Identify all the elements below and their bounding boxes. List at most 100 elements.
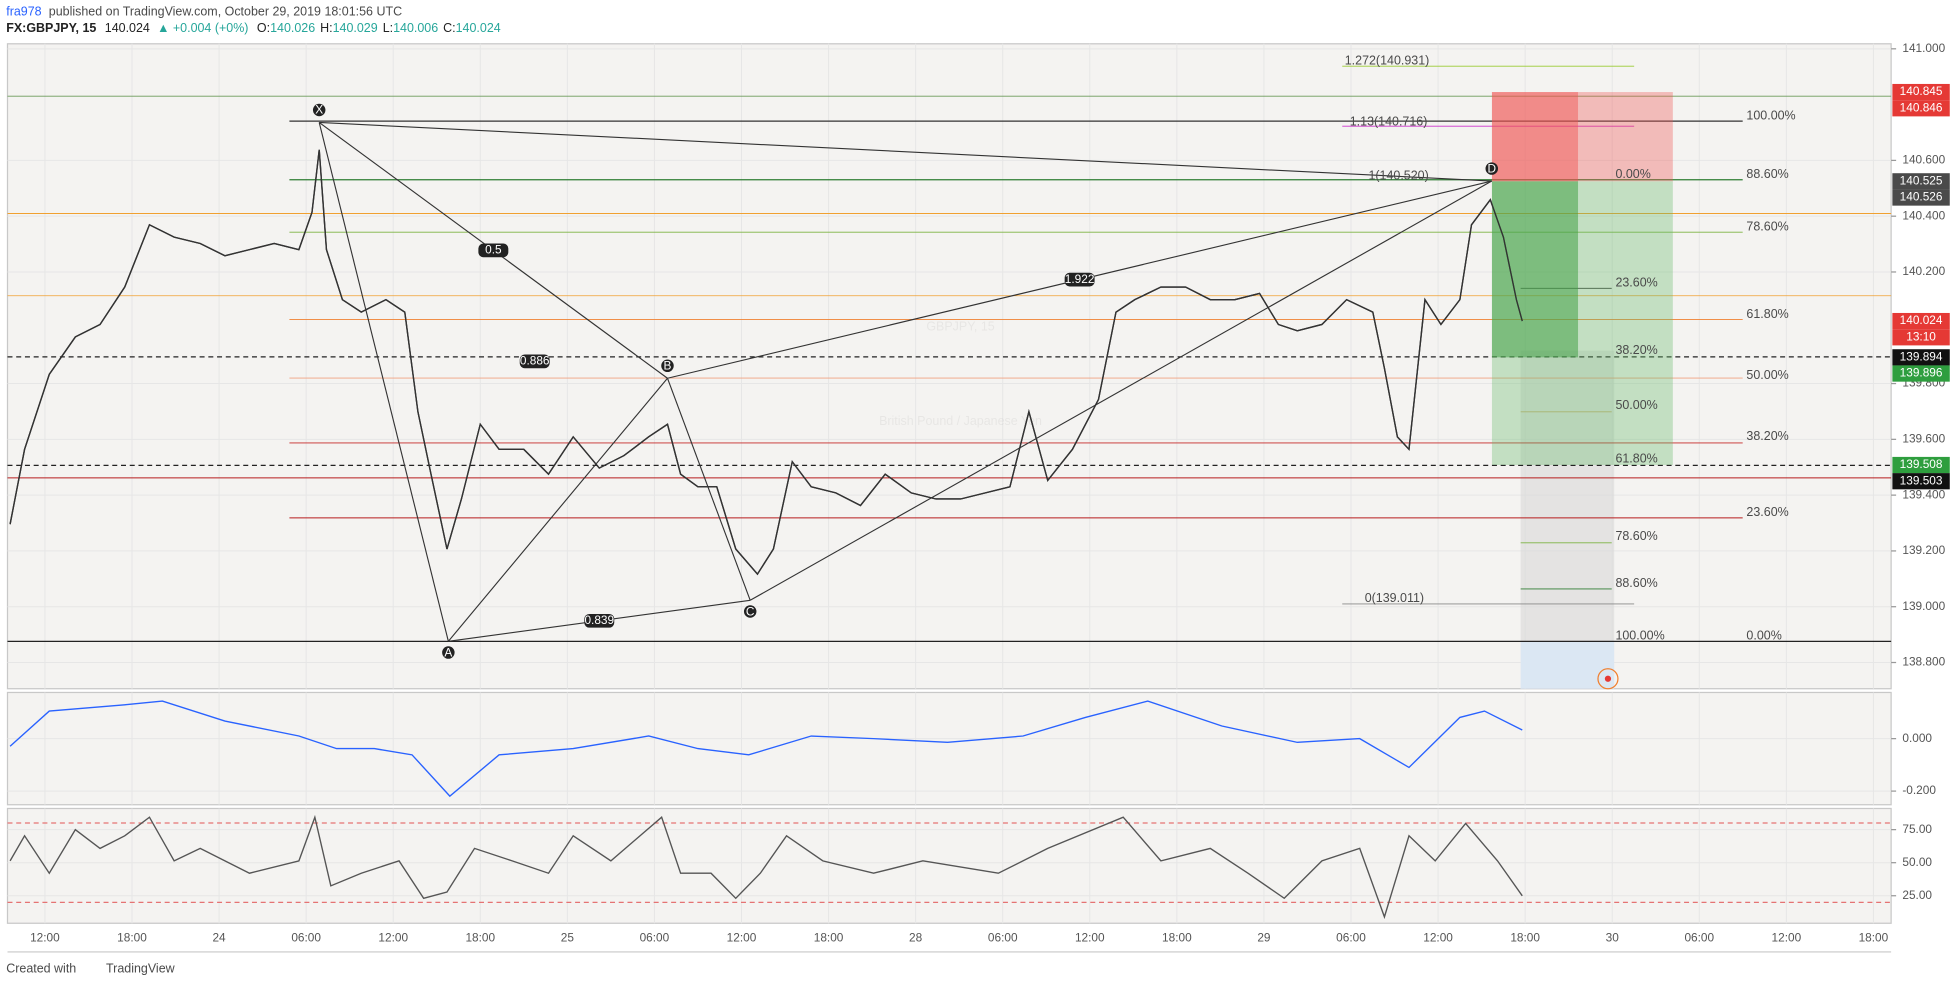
pattern-leg — [319, 121, 1492, 182]
user[interactable]: fra978 — [6, 5, 41, 19]
x-tick-label: 12:00 — [30, 930, 60, 944]
price-badge — [1892, 473, 1950, 490]
change: ▲ +0.004 (+0%) — [157, 21, 248, 35]
pattern-point-label: C — [746, 604, 755, 618]
x-tick-label: 06:00 — [1336, 930, 1366, 944]
fib-label: 100.00% — [1615, 629, 1664, 643]
fib-label: 88.60% — [1746, 167, 1788, 181]
last-price: 140.024 — [105, 21, 150, 35]
pattern-point — [312, 103, 326, 117]
fib-label: 78.60% — [1746, 219, 1788, 233]
ratio-badge — [519, 354, 550, 369]
symbol-line: FX:GBPJPY, 15 140.024 ▲ +0.004 (+0%) O:1… — [6, 21, 501, 35]
published: published on TradingView.com, October 29… — [49, 5, 402, 19]
x-tick-label: 18:00 — [117, 930, 147, 944]
x-tick-label: 06:00 — [640, 930, 670, 944]
fib-label: 61.80% — [1615, 451, 1657, 465]
price-badge-label: 139.894 — [1900, 349, 1943, 363]
price-badge — [1892, 189, 1950, 206]
price-line — [9, 149, 1523, 576]
stop-zone-active — [1491, 92, 1579, 182]
x-tick-label: 06:00 — [1684, 930, 1714, 944]
x-tick-label: 28 — [909, 930, 923, 944]
x-tick-label: 12:00 — [378, 930, 408, 944]
alert-icon — [1604, 675, 1612, 682]
y-tick-label: 140.200 — [1902, 264, 1945, 278]
fib-label: 1.272(140.931) — [1345, 54, 1430, 68]
fib-label: 0.00% — [1615, 167, 1650, 181]
y-tick-label: 0.000 — [1902, 731, 1932, 745]
watermark-subtitle: British Pound / Japanese Yen — [879, 414, 1042, 428]
ohlc-label: C: — [443, 21, 455, 35]
y-tick-label: 25.00 — [1902, 888, 1932, 902]
y-tick-label: 138.800 — [1902, 655, 1945, 669]
x-tick-label: 18:00 — [1510, 930, 1540, 944]
fib-label: 38.20% — [1746, 429, 1788, 443]
fib-label: 1(140.520) — [1368, 168, 1428, 182]
price-badge-label: 140.525 — [1900, 173, 1943, 187]
projection-box — [1520, 350, 1615, 642]
ohlc-label: H: — [320, 21, 332, 35]
macd-pane — [6, 691, 1892, 806]
pattern-point-label: B — [664, 359, 672, 373]
fib-label: 50.00% — [1746, 368, 1788, 382]
x-tick-label: 06:00 — [291, 930, 321, 944]
y-tick-label: 139.000 — [1902, 599, 1945, 613]
watermark: GBPJPY, 15 — [926, 319, 994, 333]
footer-brand[interactable]: TradingView — [106, 962, 176, 976]
series-line — [9, 814, 1523, 920]
target-zone-active — [1491, 181, 1579, 358]
fib-label: 1.13(140.716) — [1350, 115, 1428, 129]
ohlc-label: O: — [257, 21, 270, 35]
fib-label: 50.00% — [1615, 398, 1657, 412]
ohlc-value: 140.006 — [393, 21, 438, 35]
marks: 12:00 18:00 24 06:00 12:00 18:00 25 06:00 12:00 1… — [7, 41, 1950, 944]
x-tick-label: 29 — [1257, 930, 1271, 944]
price-badge — [1892, 173, 1950, 190]
pattern-point-label: X — [315, 103, 323, 117]
alert-icon[interactable] — [1597, 668, 1619, 690]
x-tick-label: 18:00 — [1859, 930, 1889, 944]
symbol: FX:GBPJPY, 15 — [6, 21, 96, 35]
price-badge-label: 139.896 — [1900, 366, 1943, 380]
pattern-leg — [749, 180, 1493, 601]
fib-label: 38.20% — [1615, 343, 1657, 357]
y-tick-label: 139.600 — [1902, 431, 1945, 445]
pattern-point-label: D — [1487, 161, 1496, 175]
price-badge-label: 140.845 — [1900, 84, 1943, 98]
ratio-badge — [584, 613, 615, 628]
pattern-point-label: A — [444, 645, 452, 659]
price-badge-label: 139.503 — [1900, 473, 1943, 487]
ohlc-value: 140.029 — [333, 21, 378, 35]
fib-label: 23.60% — [1746, 505, 1788, 519]
pattern-leg — [447, 377, 668, 642]
fib-label: 0.00% — [1746, 629, 1781, 643]
fib-label: 23.60% — [1615, 276, 1657, 290]
fib-label: 100.00% — [1746, 108, 1795, 122]
header-line: fra978 published on TradingView.com, Oct… — [6, 5, 402, 19]
ratio-badge — [1064, 272, 1095, 287]
y-tick-label: -0.200 — [1902, 783, 1936, 797]
x-tick-label: 24 — [212, 930, 226, 944]
ohlc-value: 140.026 — [270, 21, 315, 35]
y-tick-label: 141.000 — [1902, 41, 1945, 55]
price-badge-label: 139.508 — [1900, 457, 1943, 471]
ohlc-label: L: — [383, 21, 393, 35]
x-tick-label: 12:00 — [1075, 930, 1105, 944]
price-badge — [1892, 100, 1950, 117]
ratio-label: 1.922 — [1065, 272, 1095, 286]
footer-created: Created with — [6, 962, 76, 976]
pattern-leg — [666, 378, 751, 601]
y-tick-label: 75.00 — [1902, 822, 1932, 836]
y-tick-label: 139.400 — [1902, 487, 1945, 501]
x-tick-label: 12:00 — [1423, 930, 1453, 944]
price-badge — [1892, 312, 1950, 330]
ratio-label: 0.5 — [485, 242, 502, 256]
x-tick-label: 12:00 — [1772, 930, 1802, 944]
price-badge-label: 140.024 — [1900, 313, 1943, 327]
y-tick-label: 50.00 — [1902, 855, 1932, 869]
countdown-badge — [1892, 329, 1950, 346]
y-tick-label: 139.200 — [1902, 543, 1945, 557]
